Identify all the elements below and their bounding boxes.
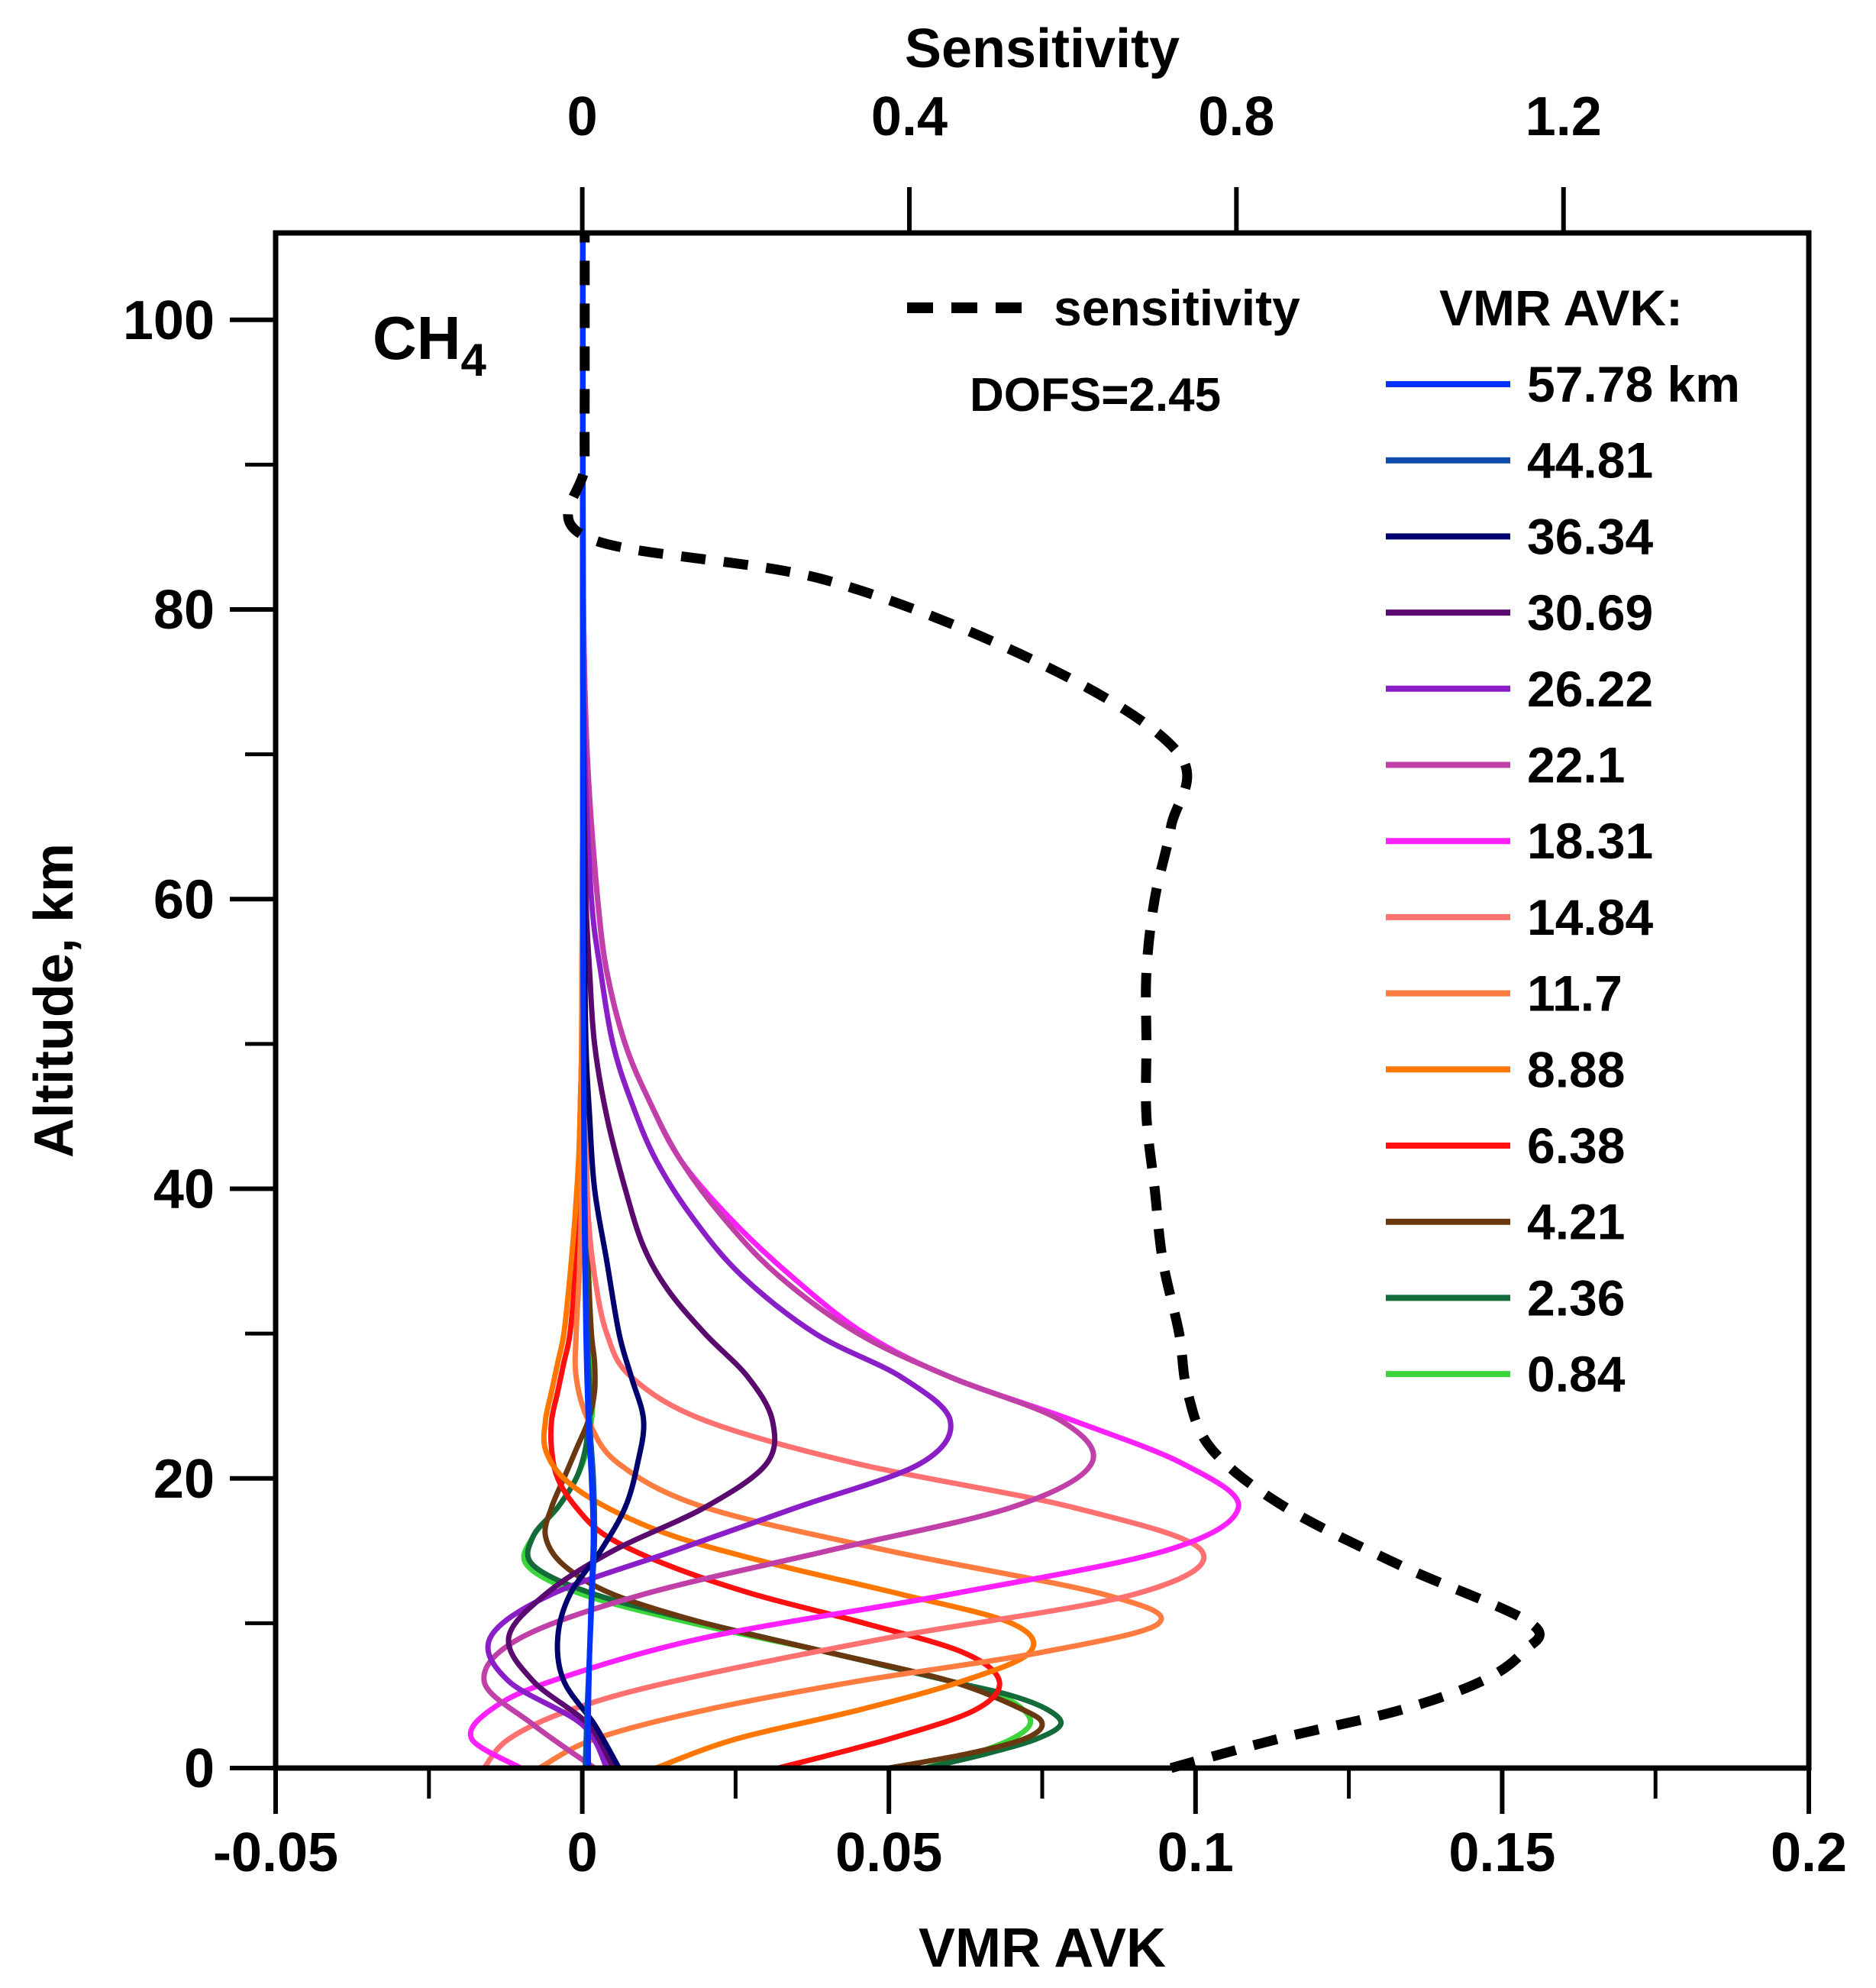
- legend-label: 36.34: [1527, 508, 1653, 564]
- legend-label: 57.78 km: [1527, 356, 1740, 412]
- x-tick-label: 0.2: [1771, 1822, 1847, 1883]
- avk-curve: [554, 230, 647, 1771]
- avk-curve: [541, 230, 1037, 1771]
- x-tick-label: 0.15: [1448, 1822, 1555, 1883]
- legend-label: 44.81: [1527, 432, 1653, 489]
- legend-label: 4.21: [1527, 1194, 1625, 1250]
- curves-layer: [467, 230, 1545, 1773]
- y-tick-label: 80: [153, 580, 215, 641]
- y-tick-label: 0: [184, 1738, 215, 1799]
- x2-tick-label: 0: [567, 86, 598, 147]
- species-label: CH4: [373, 304, 487, 386]
- legend-label: 30.69: [1527, 584, 1653, 641]
- legend-label: 14.84: [1527, 889, 1653, 946]
- x2-tick-label: 0.4: [871, 86, 948, 147]
- sensitivity-legend-label: sensitivity: [1054, 280, 1300, 336]
- x-axis-title: VMR AVK: [919, 1918, 1166, 1979]
- avk-curve: [547, 230, 1003, 1771]
- avk-curve: [521, 230, 1034, 1771]
- legend-label: 2.36: [1527, 1269, 1625, 1326]
- dofs-annotation: DOFS=2.45: [970, 369, 1221, 422]
- legend-label: 6.38: [1527, 1117, 1625, 1174]
- legend-label: 11.7: [1527, 965, 1623, 1022]
- species-subscript: 4: [461, 335, 487, 386]
- avk-curve: [580, 230, 596, 1771]
- legend-label: 22.1: [1527, 737, 1625, 794]
- x2-tick-label: 1.2: [1526, 86, 1602, 147]
- y-tick-label: 40: [153, 1159, 215, 1220]
- x-tick-label: -0.05: [213, 1822, 338, 1883]
- avk-curve: [536, 230, 1164, 1771]
- x2-tick-label: 0.8: [1198, 86, 1274, 147]
- sensitivity-curve: [563, 233, 1545, 1773]
- legend-label: 0.84: [1527, 1346, 1626, 1402]
- y-axis-title: Altitude, km: [24, 843, 85, 1158]
- y-tick-label: 60: [153, 869, 215, 930]
- species-main: CH: [373, 304, 461, 372]
- x-tick-label: 0: [567, 1822, 598, 1883]
- avk-curve: [481, 230, 1096, 1771]
- legend-label: 18.31: [1527, 813, 1653, 869]
- y-tick-label: 20: [153, 1449, 215, 1510]
- legend-label: 26.22: [1527, 661, 1653, 717]
- avk-curve: [542, 230, 1045, 1771]
- x-tick-label: 0.1: [1158, 1822, 1234, 1883]
- y-tick-label: 100: [123, 290, 215, 351]
- axes-layer: -0.05 0 0.05 0.1 0.15 0.2 0 0.4 0.8 1.2 0 20 40 60 80 1…: [123, 86, 1847, 1883]
- legend-label: 8.88: [1527, 1041, 1625, 1097]
- legend-title: VMR AVK:: [1439, 280, 1683, 336]
- x2-axis-title: Sensitivity: [905, 18, 1180, 79]
- legend: 57.78 km 44.81 36.34 30.69 26.22 22.1 18.31 14.…: [1386, 356, 1740, 1402]
- x-tick-label: 0.05: [835, 1822, 942, 1883]
